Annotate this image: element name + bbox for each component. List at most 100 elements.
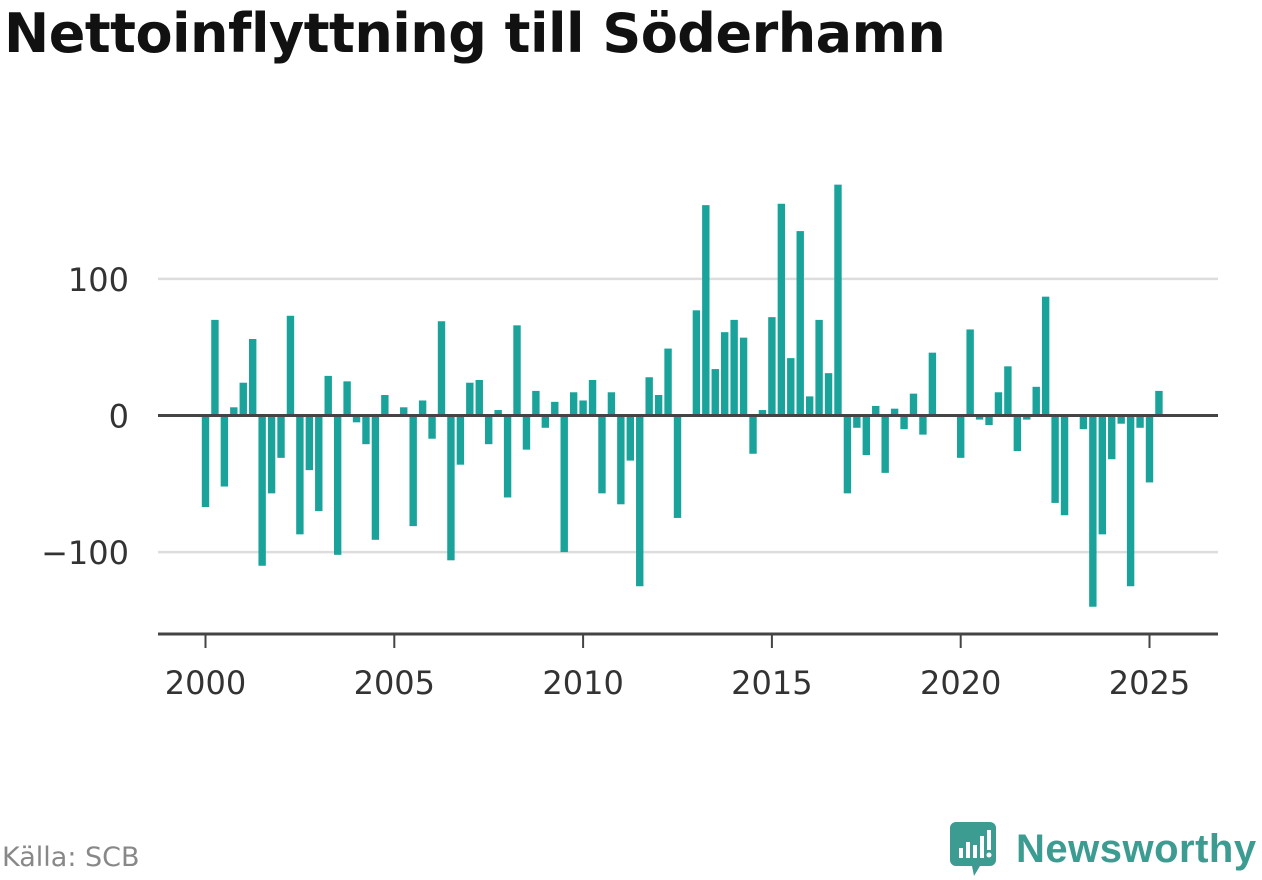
bar [343,381,351,416]
bar [560,415,568,553]
bar [617,415,625,505]
bar [1136,415,1144,428]
bar [437,321,446,416]
bar [664,348,672,416]
bar [815,319,823,416]
bar [409,415,417,527]
bar [881,415,889,473]
bar [324,375,332,416]
bar [919,415,927,435]
bar [1060,415,1069,516]
bar [475,379,483,416]
bar [371,415,380,540]
bar [758,410,767,416]
bar [485,415,493,445]
bars [201,184,1163,607]
chart-title: Nettoinflyttning till Söderhamn [4,2,946,65]
bar [721,332,729,416]
bar [466,382,474,416]
bar [258,415,266,566]
x-tick-label: 2020 [920,664,1001,702]
bar [400,407,408,416]
bar [872,405,880,416]
x-tick-label: 2000 [165,664,246,702]
bar [239,382,247,416]
bar [1155,390,1163,416]
bar [456,415,465,465]
bar [541,415,550,428]
bar [211,319,219,416]
bar [1041,296,1050,416]
bar [994,392,1003,416]
bar [230,407,238,416]
bar [957,415,965,458]
bar [749,415,757,454]
bar [1098,415,1106,535]
newsworthy-icon [950,822,996,876]
bar [636,415,644,587]
bar [843,415,852,494]
bar [909,393,918,416]
y-tick-label: −100 [41,534,129,572]
bar [333,415,342,555]
bar [730,319,738,416]
bar [966,329,974,416]
bar [890,408,899,416]
y-tick-label: 0 [109,398,129,436]
bar [598,415,606,494]
bar [1032,386,1040,416]
bar [286,315,295,416]
bar [352,415,361,423]
bar [1126,415,1135,587]
bar [1023,415,1031,420]
bar [805,396,814,416]
bar [532,390,540,416]
bar [1051,415,1059,503]
x-tick-label: 2005 [354,664,435,702]
y-tick-label: 100 [68,261,129,299]
bar [1089,415,1097,607]
bar [824,373,833,416]
bar [296,415,304,535]
bar [928,352,937,416]
bar [787,358,795,416]
bar [711,369,719,416]
bar [1108,415,1116,460]
bar [654,395,663,416]
bar [862,415,870,456]
bar [975,415,984,420]
bar [315,415,323,512]
bar [569,392,578,416]
bar [503,415,512,498]
bar [1145,415,1154,483]
bar [277,415,285,458]
bar [588,379,597,416]
bar [1117,415,1125,424]
brand-name: Newsworthy [1016,826,1257,871]
bar [381,395,389,416]
bar [249,339,257,416]
x-tick-label: 2015 [731,664,812,702]
bar [551,401,559,416]
newsworthy-logo: Newsworthy [950,818,1257,880]
axes [158,414,1218,648]
bar [673,415,682,518]
bar [220,415,229,487]
bar [702,205,710,416]
x-tick-label: 2025 [1109,664,1190,702]
bar [418,400,427,416]
bar [428,415,436,439]
bar [692,310,701,416]
x-tick-label: 2010 [542,664,623,702]
bar [985,415,993,426]
bar [522,415,531,450]
bar [645,377,653,416]
bar [494,410,502,416]
bar [1079,415,1088,430]
bar [853,415,861,428]
bar [447,415,455,561]
bar [305,415,314,471]
bar [513,325,521,416]
tick-labels: 100 0 −100 2000 2005 2010 2015 2020 2025 [41,261,1190,702]
